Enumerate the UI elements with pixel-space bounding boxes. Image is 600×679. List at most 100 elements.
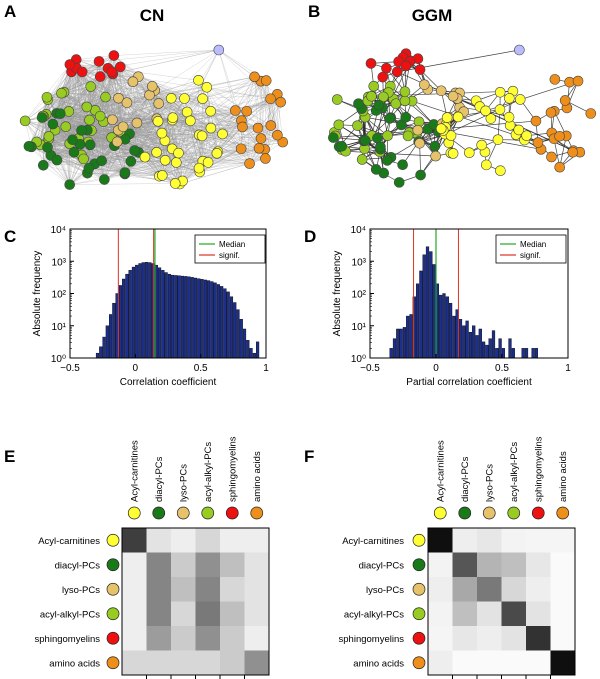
network-node (129, 145, 140, 156)
histogram-bar (164, 272, 168, 359)
network-node (252, 122, 264, 134)
network-node (84, 114, 95, 126)
network-node (397, 159, 408, 171)
network-edge (206, 87, 271, 99)
heatmap-cell (477, 626, 502, 651)
histogram-bar (131, 266, 136, 359)
network-node (94, 110, 106, 122)
network-node (249, 71, 260, 83)
histogram-bar (521, 348, 525, 359)
network-node (530, 115, 542, 127)
network-node (151, 146, 162, 158)
network-edge (117, 141, 160, 177)
heatmap-cell (526, 528, 551, 553)
network-node (121, 97, 133, 108)
network-node (197, 93, 208, 105)
heatmap-cell (428, 528, 453, 553)
column-label: lyso-PCs (484, 464, 495, 502)
network-node (365, 58, 377, 69)
histogram-bar (171, 274, 175, 359)
heatmap-cell (122, 626, 147, 651)
network-edge (199, 149, 265, 173)
panel-title-ggm: GGM (412, 6, 453, 25)
network-edge (210, 111, 247, 129)
histogram-bar (102, 336, 106, 359)
histogram-bar (409, 314, 413, 359)
column-class-dot (458, 506, 472, 520)
network-node (19, 115, 31, 127)
network-edge (68, 71, 83, 112)
network-edge (126, 102, 157, 119)
network-edge (165, 120, 191, 161)
network-node (494, 104, 506, 115)
x-tick-label: −0.5 (360, 363, 380, 374)
network-edge (559, 135, 567, 168)
network-node (205, 122, 217, 134)
heatmap-cell (122, 528, 147, 553)
histogram-bar (174, 275, 178, 359)
histogram-bar (193, 277, 198, 359)
network-node (36, 112, 48, 123)
network-node (546, 151, 557, 163)
network-edge (69, 183, 176, 185)
column-label: sphingomyelins (227, 436, 238, 502)
network-edge (202, 135, 250, 164)
network-node (381, 62, 392, 74)
histogram-bar (485, 344, 489, 359)
network-node (333, 119, 345, 131)
network-node (441, 112, 453, 123)
heatmap-cell (171, 626, 196, 651)
network-edge (162, 153, 217, 176)
network-node (377, 71, 389, 83)
heatmap-cell (526, 626, 551, 651)
network-edge (246, 111, 278, 136)
network-edge (76, 55, 114, 60)
network-node (352, 120, 363, 131)
network-edge (216, 141, 283, 154)
network-node (119, 167, 131, 178)
row-label: sphingomyelins (35, 634, 101, 645)
heatmap-cell (550, 626, 576, 651)
network-edge (198, 80, 200, 135)
heatmap-cell (526, 650, 551, 676)
network-node (85, 81, 97, 92)
network-node (56, 87, 67, 99)
column-class-dot (176, 506, 190, 520)
heatmap-cell (428, 577, 453, 602)
network-edge (69, 150, 135, 185)
network-edge (411, 100, 435, 125)
network-edge (218, 49, 271, 99)
histogram-bar (148, 262, 152, 359)
network-node (244, 158, 255, 169)
network-node (368, 80, 380, 92)
heatmap-cell (526, 552, 551, 578)
histogram-bar (125, 273, 129, 359)
legend-box (194, 234, 266, 264)
network-edge (246, 111, 250, 164)
network-node (447, 90, 459, 102)
column-class-dot (127, 506, 141, 520)
network-node (277, 136, 289, 148)
histogram-bar (108, 314, 113, 359)
x-tick-label: −0.5 (60, 363, 80, 374)
network-edge (132, 81, 138, 123)
histogram-bar (465, 320, 469, 359)
network-node (445, 130, 457, 141)
row-class-dot (412, 631, 426, 645)
network-node (170, 157, 182, 168)
network-edge (152, 86, 200, 136)
x-tick-label: 0 (133, 363, 139, 374)
histogram-bar (511, 348, 515, 359)
histogram-bar (157, 267, 162, 359)
network-node (480, 105, 491, 117)
histogram-bar (213, 282, 217, 359)
network-edge (132, 81, 157, 153)
panel-letter-b: B (308, 2, 320, 21)
histogram-bar (495, 348, 499, 359)
network-edge (202, 120, 242, 137)
heatmap-cell (171, 552, 196, 578)
histogram-bar (508, 338, 512, 359)
network-node (549, 74, 561, 85)
network-edge (159, 126, 243, 177)
network-edge (113, 55, 153, 87)
